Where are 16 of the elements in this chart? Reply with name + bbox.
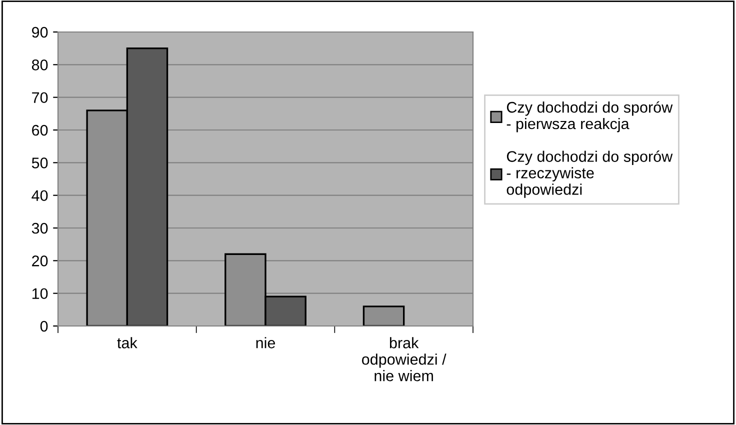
legend-label: Czy dochodzi do sporów - rzeczywiste odpowiedzi: [506, 150, 673, 198]
bar: [362, 306, 405, 326]
x-tick-label: tak: [117, 337, 138, 348]
x-tick-label: brak odpowiedzi / nie wiem: [362, 337, 446, 382]
y-tick-label: 60: [32, 124, 48, 136]
y-tick-label: 50: [32, 158, 48, 168]
legend-label: Czy dochodzi do sporów - pierwsza reakcja: [506, 101, 673, 132]
y-tick-label: 20: [32, 256, 48, 266]
y-tick-label: 0: [40, 320, 48, 332]
y-tick-label: 40: [32, 190, 48, 202]
y-tick-label: 10: [32, 288, 48, 300]
y-tick-label: 70: [32, 92, 48, 104]
y-tick-label: 30: [32, 222, 48, 234]
y-tick-label: 90: [32, 26, 48, 38]
x-tick-label: nie: [256, 337, 276, 348]
y-tick-label: 80: [32, 60, 48, 70]
